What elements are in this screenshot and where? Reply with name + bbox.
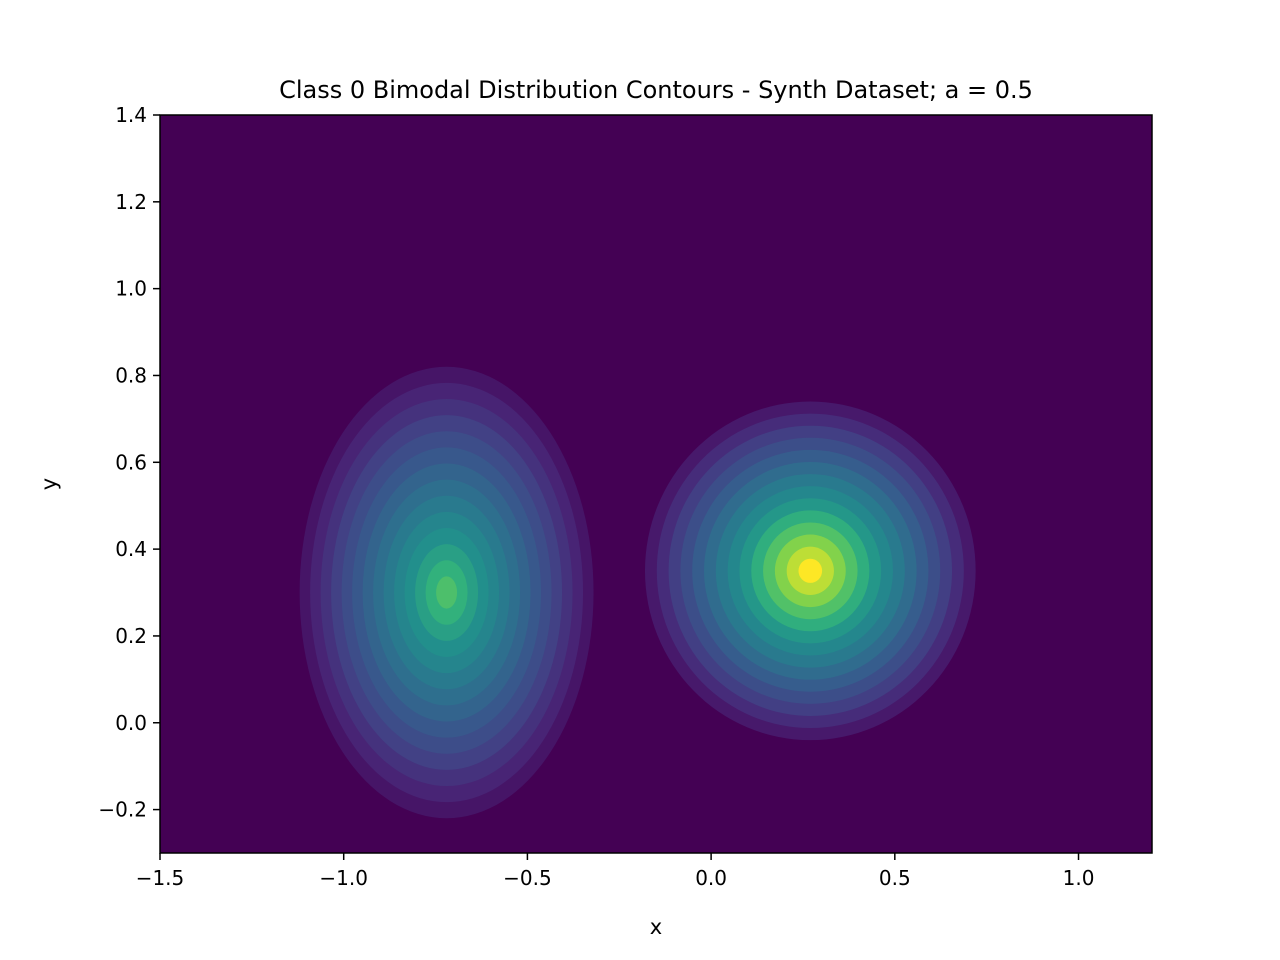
x-tick-label: −1.5	[136, 866, 185, 890]
contour-level-2-14	[798, 558, 823, 583]
plot-background	[160, 115, 1152, 853]
y-tick-label: 0.0	[115, 711, 147, 735]
x-axis-label: x	[650, 915, 662, 939]
y-tick-label: 0.2	[115, 624, 147, 648]
y-tick-label: −0.2	[98, 798, 147, 822]
y-tick-label: 1.0	[115, 277, 147, 301]
x-axis: −1.5 −1.0 −0.5 0.0 0.5 1.0	[136, 853, 1095, 890]
y-axis: −0.2 0.0 0.2 0.4 0.6 0.8 1.0 1.2 1.4	[98, 103, 160, 822]
x-tick-label: −1.0	[319, 866, 368, 890]
y-tick-label: 0.4	[115, 537, 147, 561]
y-tick-label: 0.6	[115, 450, 147, 474]
x-tick-label: 0.5	[879, 866, 911, 890]
y-tick-label: 1.4	[115, 103, 147, 127]
plot-area	[159, 114, 1153, 854]
x-tick-label: 1.0	[1063, 866, 1095, 890]
y-axis-label: y	[37, 478, 61, 490]
x-tick-label: −0.5	[503, 866, 552, 890]
chart-title: Class 0 Bimodal Distribution Contours - …	[279, 76, 1033, 104]
y-tick-label: 0.8	[115, 363, 147, 387]
y-tick-label: 1.2	[115, 190, 147, 214]
plot-frame	[159, 114, 1153, 854]
x-tick-label: 0.0	[695, 866, 727, 890]
contour-level-1-14	[436, 576, 458, 609]
